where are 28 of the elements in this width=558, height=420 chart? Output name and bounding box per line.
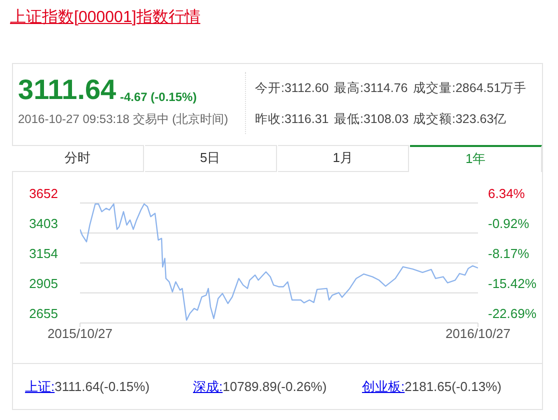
x-tick-label: 2016/10/27 xyxy=(445,326,511,342)
y-tick-label: 3403 xyxy=(29,216,58,231)
y-tick-label: 2655 xyxy=(29,306,58,321)
text: 今开:3112.60 xyxy=(255,80,329,97)
y2-tick-label: -15.42% xyxy=(488,276,537,291)
y-tick-label: 3154 xyxy=(29,246,58,261)
text: 5日 xyxy=(144,145,276,172)
text: 昨收:3116.31 xyxy=(255,111,329,128)
text: 成交额:323.63亿 xyxy=(413,111,507,128)
y-tick-label: 3652 xyxy=(29,186,58,201)
text: 最高:3114.76 xyxy=(334,80,408,97)
x-tick-label: 2015/10/27 xyxy=(47,326,113,342)
y2-tick-label: -0.92% xyxy=(488,216,530,232)
text: 3111.64 xyxy=(18,74,116,106)
text: 创业板:2181.65(-0.13%) xyxy=(362,379,502,394)
text: 成交量:2864.51万手 xyxy=(413,80,527,97)
y2-tick-label: -22.69% xyxy=(488,306,537,321)
text: 2016-10-27 09:53:18 交易中 (北京时间) xyxy=(18,111,228,128)
text: 1月 xyxy=(278,145,410,172)
text: 最低:3108.03 xyxy=(334,111,409,128)
y-tick-label: 2905 xyxy=(29,276,58,291)
y2-tick-label: 6.34% xyxy=(488,186,526,201)
y2-tick-label: -8.17% xyxy=(488,246,530,261)
text: 上证:3111.64(-0.15%) xyxy=(25,379,150,394)
text: 1年 xyxy=(410,145,542,172)
text: -4.67 (-0.15%) xyxy=(120,90,197,104)
text: 分时 xyxy=(12,145,144,172)
text: 深成:10789.89(-0.26%) xyxy=(193,379,327,394)
